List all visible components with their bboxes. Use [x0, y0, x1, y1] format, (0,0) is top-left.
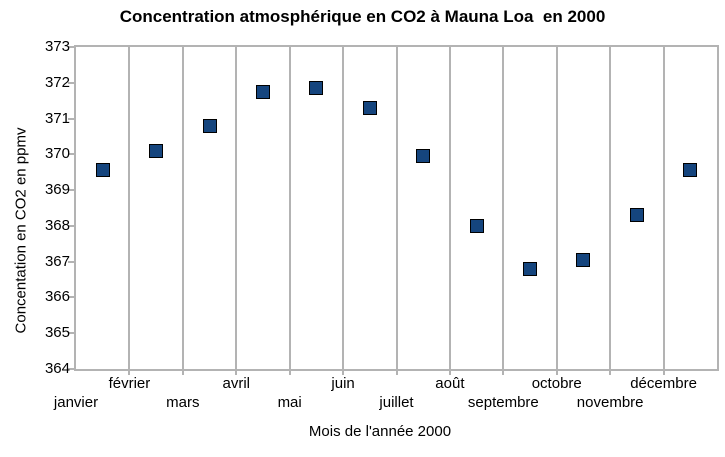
y-tick-mark	[68, 117, 74, 120]
data-point-juillet	[416, 149, 431, 164]
x-tick-label-février: février	[108, 375, 151, 392]
x-tick-label-juillet: juillet	[379, 394, 414, 411]
y-tick-mark	[68, 81, 74, 84]
x-tick-mark	[181, 371, 184, 375]
x-tick-label-mai: mai	[277, 394, 302, 411]
x-tick-label-octobre: octobre	[531, 375, 582, 392]
gridline-vertical	[235, 47, 238, 369]
x-tick-label-juin: juin	[331, 375, 355, 392]
gridline-vertical	[555, 47, 558, 369]
y-tick-mark	[68, 224, 74, 227]
data-point-novembre	[629, 208, 644, 223]
y-tick-label: 365	[44, 324, 70, 342]
y-tick-mark	[68, 332, 74, 335]
y-tick-mark	[68, 46, 74, 48]
data-point-mars	[202, 118, 217, 133]
data-point-janvier	[95, 163, 110, 178]
y-tick-label: 373	[44, 38, 70, 55]
data-point-février	[149, 143, 164, 158]
x-tick-mark	[555, 371, 558, 375]
gridline-vertical	[342, 47, 345, 369]
data-point-octobre	[576, 252, 591, 267]
chart-title: Concentration atmosphérique en CO2 à Mau…	[119, 7, 606, 26]
x-tick-mark	[235, 371, 238, 375]
data-point-août	[469, 218, 484, 233]
data-point-septembre	[523, 261, 538, 276]
x-tick-mark	[395, 371, 398, 375]
data-point-décembre	[683, 163, 698, 178]
x-tick-mark	[448, 371, 451, 375]
x-tick-label-septembre: septembre	[467, 394, 539, 411]
data-point-juin	[362, 100, 377, 115]
y-tick-label: 369	[44, 181, 70, 199]
y-axis-title: Concentation en CO2 en ppmv	[12, 127, 30, 334]
y-tick-label: 367	[44, 252, 70, 270]
y-tick-mark	[68, 368, 74, 370]
y-tick-mark	[68, 260, 74, 263]
y-tick-label: 372	[44, 73, 70, 91]
data-point-avril	[255, 84, 270, 99]
y-tick-mark	[68, 189, 74, 192]
gridline-vertical	[288, 47, 291, 369]
x-tick-label-janvier: janvier	[53, 394, 99, 411]
gridline-vertical	[128, 47, 131, 369]
gridline-vertical	[181, 47, 184, 369]
x-tick-label-décembre: décembre	[630, 375, 697, 392]
x-tick-mark	[128, 371, 131, 375]
gridline-vertical	[395, 47, 398, 369]
x-tick-mark	[662, 371, 665, 375]
y-tick-label: 364	[44, 360, 70, 377]
y-tick-label: 370	[44, 145, 70, 163]
x-axis-title: Mois de l'année 2000	[308, 423, 452, 440]
gridline-vertical	[609, 47, 612, 369]
y-tick-mark	[68, 296, 74, 299]
gridline-vertical	[448, 47, 451, 369]
y-tick-label: 368	[44, 216, 70, 234]
data-point-mai	[309, 81, 324, 96]
y-tick-label: 366	[44, 288, 70, 306]
x-tick-label-août: août	[435, 375, 465, 392]
x-tick-mark	[502, 371, 505, 375]
x-tick-mark	[342, 371, 345, 375]
x-tick-label-novembre: novembre	[576, 394, 644, 411]
y-tick-label: 371	[44, 109, 70, 127]
x-tick-mark	[609, 371, 612, 375]
x-tick-label-avril: avril	[222, 375, 250, 392]
x-tick-label-mars: mars	[166, 394, 200, 411]
y-tick-mark	[68, 153, 74, 156]
gridline-vertical	[662, 47, 665, 369]
x-tick-mark	[288, 371, 291, 375]
gridline-vertical	[502, 47, 505, 369]
